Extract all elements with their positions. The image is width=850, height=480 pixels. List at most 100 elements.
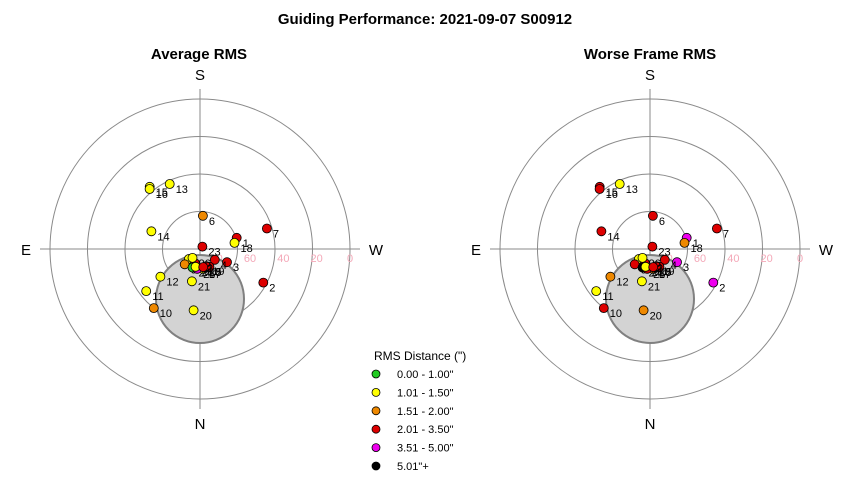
point-label: 15 bbox=[156, 187, 168, 199]
worse-frame-rms-radial-ticks: 806040200 bbox=[661, 253, 804, 265]
point-label: 11 bbox=[152, 291, 163, 303]
legend-entry-label: 2.01 - 3.50" bbox=[397, 424, 454, 436]
data-point bbox=[188, 305, 199, 316]
legend-swatch bbox=[371, 406, 381, 416]
radial-tick-label: 0 bbox=[347, 253, 353, 265]
point-label: 1 bbox=[693, 238, 699, 250]
data-point bbox=[198, 262, 209, 273]
data-point bbox=[197, 241, 208, 252]
radial-tick-label: 40 bbox=[727, 253, 739, 265]
point-label: 21 bbox=[198, 281, 210, 293]
data-point bbox=[222, 257, 232, 268]
data-point bbox=[708, 277, 719, 288]
legend-swatch bbox=[371, 387, 381, 397]
data-point bbox=[146, 226, 157, 237]
average-rms-points: 1234567891011121314151617181920212223242… bbox=[141, 179, 279, 344]
point-label: 20 bbox=[650, 310, 662, 322]
legend-swatch bbox=[371, 461, 381, 471]
data-point bbox=[637, 252, 648, 263]
point-label: 14 bbox=[157, 231, 169, 243]
average-rms-direction-right: W bbox=[369, 242, 384, 259]
average-rms-direction-left: E bbox=[21, 242, 31, 259]
point-label: 18 bbox=[241, 243, 253, 255]
point-label: 28 bbox=[659, 267, 671, 279]
legend-swatch bbox=[371, 369, 381, 379]
data-point bbox=[648, 262, 659, 273]
legend-swatch bbox=[371, 424, 381, 434]
data-point bbox=[591, 286, 602, 297]
radial-tick-label: 0 bbox=[797, 253, 803, 265]
worse-frame-rms-points: 1234567891011121314151617181920212223242… bbox=[591, 179, 729, 344]
point-label: 4 bbox=[671, 260, 677, 272]
data-point bbox=[598, 303, 609, 314]
point-label: 2 bbox=[269, 283, 275, 295]
data-point bbox=[261, 223, 272, 234]
data-point bbox=[605, 271, 616, 282]
radial-tick-label: 60 bbox=[244, 253, 256, 265]
data-point bbox=[141, 286, 152, 297]
point-label: 17 bbox=[659, 269, 671, 281]
worse-frame-rms-direction-top: S bbox=[645, 67, 655, 84]
point-label: 12 bbox=[166, 277, 178, 289]
point-label: 25 bbox=[653, 269, 665, 281]
point-label: 6 bbox=[209, 216, 215, 228]
point-label: 7 bbox=[723, 229, 729, 241]
data-point bbox=[659, 254, 670, 265]
worse-frame-rms-direction-bottom: N bbox=[645, 416, 656, 433]
obstruction-region bbox=[155, 254, 245, 344]
point-label: 23 bbox=[658, 247, 670, 259]
point-label: 13 bbox=[176, 184, 188, 196]
data-point bbox=[679, 237, 690, 248]
data-point bbox=[209, 254, 220, 265]
point-label: 12 bbox=[616, 277, 628, 289]
point-label: 20 bbox=[200, 310, 212, 322]
average-rms-direction-top: S bbox=[195, 67, 205, 84]
point-label: 19 bbox=[662, 266, 674, 278]
point-label: 10 bbox=[610, 308, 622, 320]
data-point bbox=[647, 241, 658, 252]
point-label: 5 bbox=[665, 267, 671, 279]
point-label: 17 bbox=[209, 269, 221, 281]
point-label: 5 bbox=[215, 267, 221, 279]
data-point bbox=[596, 226, 607, 237]
point-label: 2 bbox=[719, 283, 725, 295]
legend-entry-label: 5.01"+ bbox=[397, 461, 429, 473]
point-label: 13 bbox=[626, 184, 638, 196]
data-point bbox=[648, 210, 658, 221]
worse-frame-rms-plot: Worse Frame RMS S N E W 806040200 123456… bbox=[471, 46, 834, 433]
point-label: 11 bbox=[602, 291, 613, 303]
point-label: 16 bbox=[156, 189, 168, 201]
legend-entry-label: 3.51 - 5.00" bbox=[397, 443, 454, 455]
data-point bbox=[638, 305, 649, 316]
data-point bbox=[594, 184, 605, 194]
chart-title: Guiding Performance: 2021-09-07 S00912 bbox=[278, 11, 572, 28]
data-point bbox=[614, 179, 625, 189]
data-point bbox=[637, 276, 647, 287]
data-point bbox=[258, 277, 269, 288]
data-point bbox=[155, 271, 166, 282]
legend-entry-label: 1.51 - 2.00" bbox=[397, 406, 454, 418]
data-point bbox=[148, 303, 159, 314]
point-label: 19 bbox=[212, 266, 224, 278]
average-rms-grid bbox=[40, 89, 360, 409]
legend-entry-label: 1.01 - 1.50" bbox=[397, 387, 454, 399]
point-label: 6 bbox=[659, 216, 665, 228]
data-point bbox=[187, 252, 198, 263]
point-label: 7 bbox=[273, 229, 279, 241]
point-label: 28 bbox=[209, 267, 221, 279]
radial-tick-label: 20 bbox=[761, 253, 773, 265]
radial-tick-label: 40 bbox=[277, 253, 289, 265]
data-point bbox=[229, 237, 240, 248]
point-label: 23 bbox=[208, 247, 220, 259]
worse-frame-rms-direction-left: E bbox=[471, 242, 481, 259]
legend: RMS Distance (") 0.00 - 1.00" 1.01 - 1.50… bbox=[371, 349, 466, 473]
point-label: 25 bbox=[203, 269, 215, 281]
worse-frame-rms-direction-right: W bbox=[819, 242, 834, 259]
point-label: 3 bbox=[233, 262, 239, 274]
point-label: 1 bbox=[243, 238, 249, 250]
radial-tick-label: 60 bbox=[694, 253, 706, 265]
average-rms-radial-ticks: 806040200 bbox=[211, 253, 354, 265]
radial-tick-label: 20 bbox=[311, 253, 323, 265]
legend-title: RMS Distance (") bbox=[374, 349, 466, 363]
point-label: 3 bbox=[683, 262, 689, 274]
